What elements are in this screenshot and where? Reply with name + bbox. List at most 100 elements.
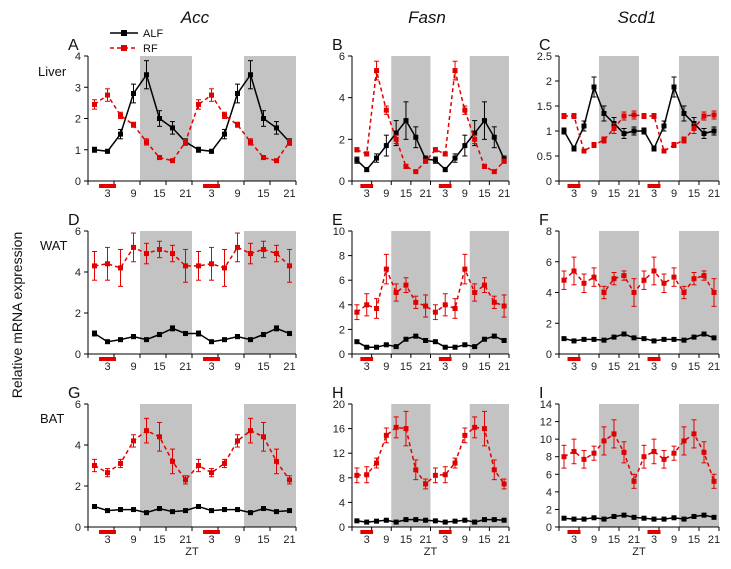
data-point-alf	[571, 146, 577, 151]
x-tick-label: 3	[208, 188, 214, 200]
panel-e: 0 2 4 6 8 10 3 9 15 21 3 9 15 21 E	[332, 212, 510, 373]
data-point-rf	[491, 467, 497, 473]
data-point-rf	[403, 426, 409, 432]
data-point-rf	[701, 113, 707, 119]
x-tick-label: 3	[208, 534, 214, 546]
data-point-rf	[631, 112, 637, 118]
feeding-period-bar	[567, 184, 581, 188]
y-tick-label: 2	[546, 504, 552, 516]
data-point-alf	[118, 507, 123, 513]
data-point-alf	[413, 517, 419, 523]
series-line-alf	[356, 119, 505, 171]
x-tick-label: 21	[498, 361, 510, 373]
data-point-alf	[209, 148, 214, 154]
data-point-alf	[170, 509, 175, 515]
data-point-rf	[423, 481, 429, 487]
data-point-alf	[105, 148, 110, 154]
data-point-alf	[561, 515, 567, 521]
feeding-period-bar	[567, 357, 581, 361]
feeding-period-bar	[99, 357, 116, 361]
data-point-alf	[651, 516, 657, 522]
data-point-alf	[118, 131, 123, 137]
data-point-alf	[248, 72, 253, 78]
y-tick-label: 0	[546, 349, 552, 361]
data-point-rf	[364, 151, 370, 157]
data-point-rf	[561, 277, 567, 283]
x-tick-label: 15	[478, 188, 490, 200]
data-point-rf	[472, 290, 478, 295]
x-tick-label: 9	[591, 361, 597, 373]
data-point-alf	[183, 331, 188, 336]
data-point-alf	[393, 519, 399, 525]
y-tick-label: 6	[546, 257, 552, 269]
y-tick-label: 1	[75, 145, 81, 157]
data-point-alf	[481, 517, 487, 523]
data-point-rf	[501, 303, 507, 309]
data-point-alf	[651, 146, 657, 151]
series-line-alf	[563, 84, 715, 151]
data-point-rf	[235, 244, 240, 250]
x-tick-label: 15	[608, 361, 620, 373]
y-axis-label: Relative mRNA expression	[9, 232, 25, 399]
data-point-rf	[681, 137, 687, 143]
data-point-alf	[157, 506, 162, 512]
data-point-rf	[571, 113, 577, 119]
data-point-alf	[601, 516, 607, 522]
data-point-alf	[432, 518, 438, 524]
data-point-rf	[442, 302, 448, 308]
data-point-rf	[383, 107, 389, 113]
series-line-alf	[563, 333, 715, 342]
data-point-alf	[621, 331, 627, 337]
data-point-alf	[701, 512, 707, 518]
x-tick-label: 21	[498, 534, 510, 546]
feeding-period-bar	[438, 357, 452, 361]
data-point-rf	[621, 113, 627, 119]
y-tick-label: 0	[75, 349, 81, 361]
data-point-rf	[261, 246, 266, 252]
y-tick-label: 3	[75, 82, 81, 94]
data-point-rf	[711, 290, 717, 295]
y-tick-label: 12	[333, 448, 345, 460]
data-point-alf	[611, 334, 617, 340]
y-tick-label: 8	[546, 226, 552, 238]
x-tick-label: 21	[708, 188, 720, 200]
data-point-alf	[170, 125, 175, 131]
data-point-alf	[196, 331, 201, 336]
data-point-alf	[631, 514, 637, 520]
series-line-rf	[563, 269, 715, 294]
data-point-rf	[374, 460, 380, 466]
data-point-alf	[92, 331, 97, 336]
x-tick-label: 9	[130, 534, 136, 546]
feeding-period-bar	[567, 530, 581, 534]
data-point-alf	[274, 325, 279, 331]
y-tick-label: 8	[339, 251, 345, 263]
data-point-rf	[591, 450, 597, 456]
x-tick-label: 21	[419, 188, 431, 200]
x-tick-label: 15	[478, 534, 490, 546]
data-point-rf	[701, 449, 707, 455]
panel-letter-f: F	[539, 212, 549, 229]
data-point-rf	[621, 273, 627, 279]
panel-letter-b: B	[332, 37, 343, 54]
data-point-alf	[383, 143, 389, 149]
data-point-rf	[383, 266, 389, 272]
panel-a: 0 1 2 3 4 3 9 15 21 3 9 15 21 A	[68, 37, 297, 200]
data-point-rf	[105, 92, 110, 98]
panel-letter-e: E	[332, 212, 343, 229]
x-tick-label: 9	[130, 188, 136, 200]
data-point-rf	[601, 438, 607, 444]
data-point-rf	[641, 454, 647, 460]
data-point-alf	[481, 118, 487, 124]
y-tick-label: 0	[546, 176, 552, 188]
x-tick-label: 9	[671, 534, 677, 546]
data-point-alf	[131, 334, 136, 340]
data-point-rf	[287, 139, 292, 145]
y-tick-label: 6	[75, 226, 81, 238]
feeding-period-bar	[203, 184, 220, 188]
x-tick-label: 9	[462, 188, 468, 200]
data-point-rf	[393, 136, 399, 142]
x-tick-label: 15	[153, 361, 165, 373]
data-point-alf	[374, 518, 380, 524]
data-point-alf	[491, 134, 497, 140]
